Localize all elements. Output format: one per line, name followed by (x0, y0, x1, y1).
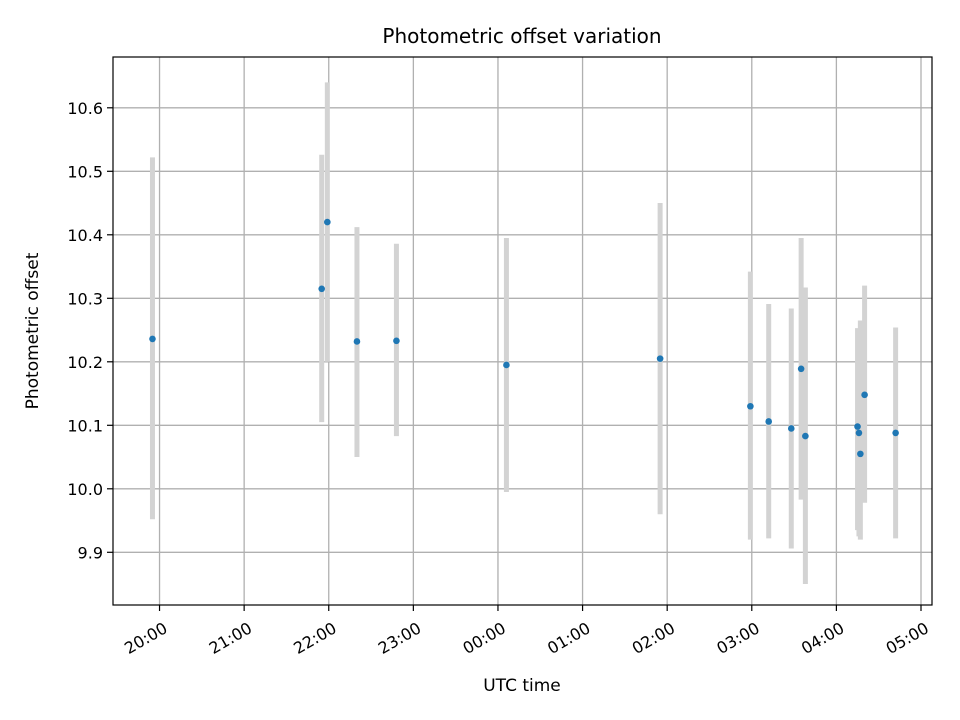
plot-area-frame (112, 56, 933, 606)
data-point (861, 391, 868, 399)
data-point (854, 423, 861, 430)
x-tick-label: 00:00 (460, 618, 509, 658)
y-tick-label: 10.4 (67, 226, 103, 245)
data-point (149, 335, 156, 343)
grid-lines (113, 57, 932, 605)
data-point (857, 450, 864, 458)
chart-title: Photometric offset variation (382, 24, 661, 48)
x-tick-label: 20:00 (121, 618, 170, 658)
data-point (353, 338, 361, 345)
error-bars (149, 82, 899, 585)
y-tick-label: 9.9 (78, 543, 103, 562)
x-tick-label: 03:00 (713, 618, 762, 658)
data-points (149, 218, 899, 458)
data-point (747, 402, 754, 410)
data-point (656, 355, 664, 362)
y-tick-label: 10.5 (67, 162, 103, 181)
y-tick-label: 10.1 (67, 416, 103, 435)
x-tick-label: 02:00 (629, 618, 678, 658)
y-tick-label: 10.6 (67, 99, 103, 118)
data-point (324, 218, 331, 226)
x-tick-label: 04:00 (798, 618, 847, 658)
x-axis-label: UTC time (483, 676, 561, 696)
x-tick-label: 23:00 (375, 618, 424, 658)
y-tick-label: 10.3 (67, 289, 103, 308)
data-point (797, 365, 805, 373)
x-tick-label: 21:00 (206, 618, 255, 658)
data-point (318, 285, 325, 293)
x-tick-label: 01:00 (544, 618, 593, 658)
x-tick-label: 05:00 (883, 618, 932, 658)
y-tick-label: 10.0 (67, 480, 103, 499)
data-point (787, 425, 795, 432)
data-point (855, 429, 863, 437)
data-point (393, 337, 400, 345)
data-point (503, 361, 510, 369)
data-point (802, 432, 809, 440)
x-tick-label: 22:00 (290, 618, 339, 658)
y-axis-label: Photometric offset (23, 252, 43, 409)
data-point (892, 429, 899, 437)
data-point (765, 418, 773, 425)
y-tick-label: 10.2 (67, 353, 103, 372)
